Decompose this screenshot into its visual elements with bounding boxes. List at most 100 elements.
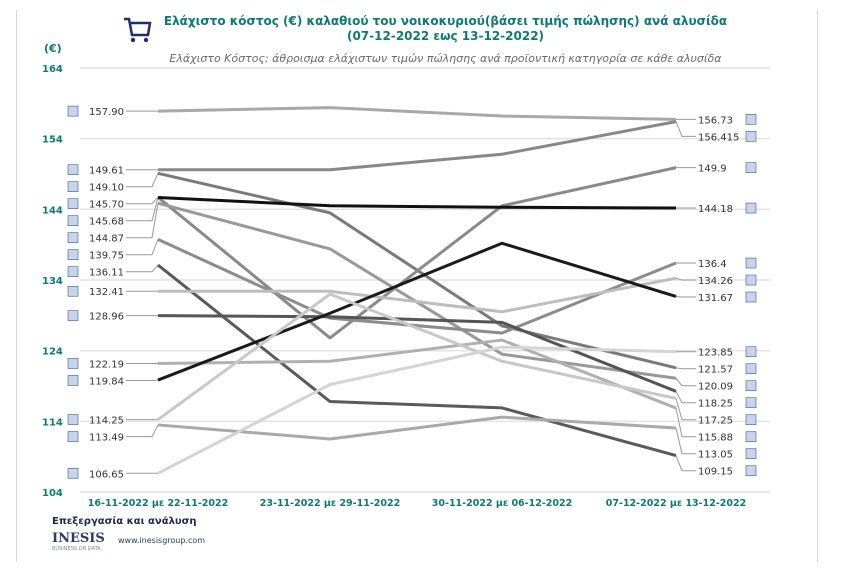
y-tick-label: 154 [42, 135, 63, 146]
start-value-label: 157.90 [89, 107, 124, 118]
y-axis-unit: (€) [44, 42, 62, 55]
start-value-label: 149.61 [89, 166, 124, 177]
x-tick-label: 30-11-2022 με 06-12-2022 [432, 498, 572, 509]
series-line [157, 171, 677, 370]
logo-text: INESIS [52, 531, 105, 546]
start-leader [126, 424, 159, 438]
end-value-label: 134.26 [698, 276, 733, 287]
chain-logo-icon: Γαλαξίας [67, 232, 79, 243]
end-value-label: 120.09 [698, 382, 733, 393]
series-line [157, 415, 677, 441]
series-line [157, 292, 677, 421]
end-value-label: 131.67 [698, 293, 733, 304]
chain-logo-icon [745, 202, 757, 214]
end-leader [675, 391, 696, 404]
inesis-logo: INESIS BUSINESS ON DATA [52, 531, 105, 553]
chain-logo-icon [745, 448, 757, 460]
end-leader [675, 295, 696, 298]
start-value-label: 113.49 [89, 433, 124, 444]
start-leader [126, 203, 159, 239]
y-tick-label: 134 [42, 276, 63, 287]
end-leader [675, 377, 696, 387]
chain-logo-icon [745, 414, 757, 426]
start-value-label: 128.96 [89, 312, 124, 323]
chain-logo-icon [745, 431, 757, 443]
series-line [157, 314, 677, 393]
start-value-label: 114.25 [89, 416, 124, 427]
chart-frame [16, 10, 818, 562]
chain-logo-icon: Θεσσαλικός / Τριανταφυλλίδης [67, 467, 79, 479]
start-value-label: 139.75 [89, 251, 124, 262]
start-leader [126, 173, 159, 188]
chain-logo-icon: Discount Markt [67, 414, 79, 425]
series-line [157, 195, 677, 210]
start-leader [126, 239, 159, 256]
chain-logo-icon: Μασούτης [67, 249, 79, 260]
chain-logo-icon [745, 291, 757, 303]
end-value-label: 115.88 [698, 433, 733, 444]
chain-logo-icon [745, 380, 757, 392]
y-tick-label: 144 [42, 205, 63, 216]
start-value-label: 122.19 [89, 359, 124, 370]
end-leader [675, 398, 696, 421]
end-value-label: 109.15 [698, 467, 733, 478]
website-link[interactable]: www.inesisgroup.com [118, 536, 206, 545]
x-tick-label: 16-11-2022 με 22-11-2022 [88, 498, 228, 509]
chain-logo-icon: Market In [67, 285, 79, 297]
end-leader [675, 121, 696, 137]
chain-logo-icon: Σκλαβενίτης [67, 431, 79, 442]
chain-logo-icon [745, 346, 757, 358]
chain-logo-icon: ΣΥΝΚΑ [67, 198, 79, 209]
chain-logo-icon [745, 114, 757, 125]
y-tick-label: 124 [42, 347, 63, 358]
chart-title-line2: (07-12-2022 εως 13-12-2022) [346, 29, 545, 43]
chain-logo-icon [745, 363, 757, 375]
x-tick-label: 23-11-2022 με 29-11-2022 [260, 498, 400, 509]
series-line [157, 106, 677, 121]
series-line [157, 276, 677, 314]
chain-logo-icon [745, 257, 757, 269]
start-value-label: 132.41 [89, 287, 124, 298]
chain-logo-icon: ΑΒ Βασιλόπουλος [67, 266, 79, 277]
end-leader [675, 407, 696, 438]
chart-title: Ελάχιστο κόστος (€) καλαθιού του νοικοκυ… [0, 14, 851, 44]
logo-tagline: BUSINESS ON DATA [52, 546, 101, 552]
chain-logo-icon: efood market [67, 164, 79, 175]
end-value-label: 118.25 [698, 399, 733, 410]
start-leader [126, 264, 159, 273]
end-leader [675, 427, 696, 455]
chain-logo-icon [745, 397, 757, 409]
chain-logo-icon [745, 131, 757, 142]
chart-subtitle: Ελάχιστο Κόστος: άθροισμα ελάχιστων τιμώ… [169, 52, 722, 65]
series-line [157, 338, 677, 410]
chain-logo-icon: Κρητικός [67, 181, 79, 192]
start-value-label: 145.70 [89, 200, 124, 211]
end-leader [675, 455, 696, 472]
footer-credit: Επεξεργασία και ανάλυση [52, 516, 197, 527]
x-tick-label: 07-12-2022 με 13-12-2022 [606, 498, 746, 509]
end-value-label: 113.05 [698, 450, 733, 461]
chain-logo-icon: Lidl [67, 310, 79, 321]
end-value-label: 144.18 [698, 204, 733, 215]
chain-logo-icon [745, 162, 757, 173]
y-tick-label: 104 [42, 488, 63, 499]
shopping-cart-icon [124, 17, 152, 43]
chain-logo-icon [745, 465, 757, 477]
start-value-label: 136.11 [89, 268, 124, 279]
start-value-label: 106.65 [89, 469, 124, 480]
end-value-label: 149.9 [698, 164, 727, 175]
end-value-label: 117.25 [698, 416, 733, 427]
series-line [157, 241, 677, 382]
end-leader [675, 277, 696, 281]
start-value-label: 144.87 [89, 234, 124, 245]
series-line [157, 120, 677, 172]
end-value-label: 123.85 [698, 348, 733, 359]
end-value-label: 136.4 [698, 259, 727, 270]
start-value-label: 119.84 [89, 376, 124, 387]
chart-title-line1: Ελάχιστο κόστος (€) καλαθιού του νοικοκυ… [163, 14, 728, 28]
end-value-label: 121.57 [698, 365, 733, 376]
start-leader [126, 196, 159, 205]
start-value-label: 145.68 [89, 217, 124, 228]
chain-logo-icon: My market [67, 375, 79, 386]
